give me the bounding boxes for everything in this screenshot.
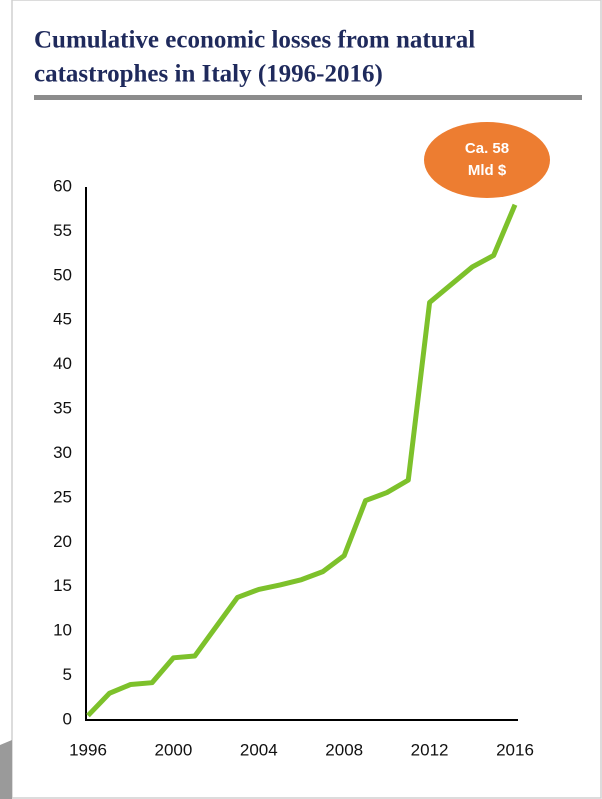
y-tick-label: 50: [53, 265, 72, 284]
chart-title: Cumulative economic losses from natural: [34, 27, 475, 54]
x-tick-label: 2004: [240, 740, 278, 759]
annotation-bubble: [424, 122, 550, 198]
y-tick-label: 35: [53, 399, 72, 418]
annotation: Mld $: [468, 162, 507, 179]
y-tick-label: 15: [53, 576, 72, 595]
y-tick-label: 60: [53, 176, 72, 195]
x-tick-label: 2012: [411, 740, 449, 759]
x-tick-label: 1996: [69, 740, 107, 759]
x-tick-label: 2016: [496, 740, 534, 759]
x-tick-label: 2008: [325, 740, 363, 759]
data-line: [86, 203, 518, 718]
y-tick-label: 0: [63, 709, 72, 728]
y-tick-label: 55: [53, 221, 72, 240]
frame: [11, 0, 602, 799]
y-tick-label: 40: [53, 354, 72, 373]
y-tick-label: 5: [63, 665, 72, 684]
annotation: Ca. 58: [465, 140, 509, 157]
y-tick-label: 45: [53, 310, 72, 329]
y-tick-label: 30: [53, 443, 72, 462]
y-tick-label: 20: [53, 532, 72, 551]
corner-shape: [0, 740, 12, 799]
x-tick-label: 2000: [154, 740, 192, 759]
title-rule: [34, 95, 582, 100]
y-tick-label: 10: [53, 621, 72, 640]
y-tick-label: 25: [53, 487, 72, 506]
chart-title: catastrophes in Italy (1996-2016): [34, 61, 383, 88]
